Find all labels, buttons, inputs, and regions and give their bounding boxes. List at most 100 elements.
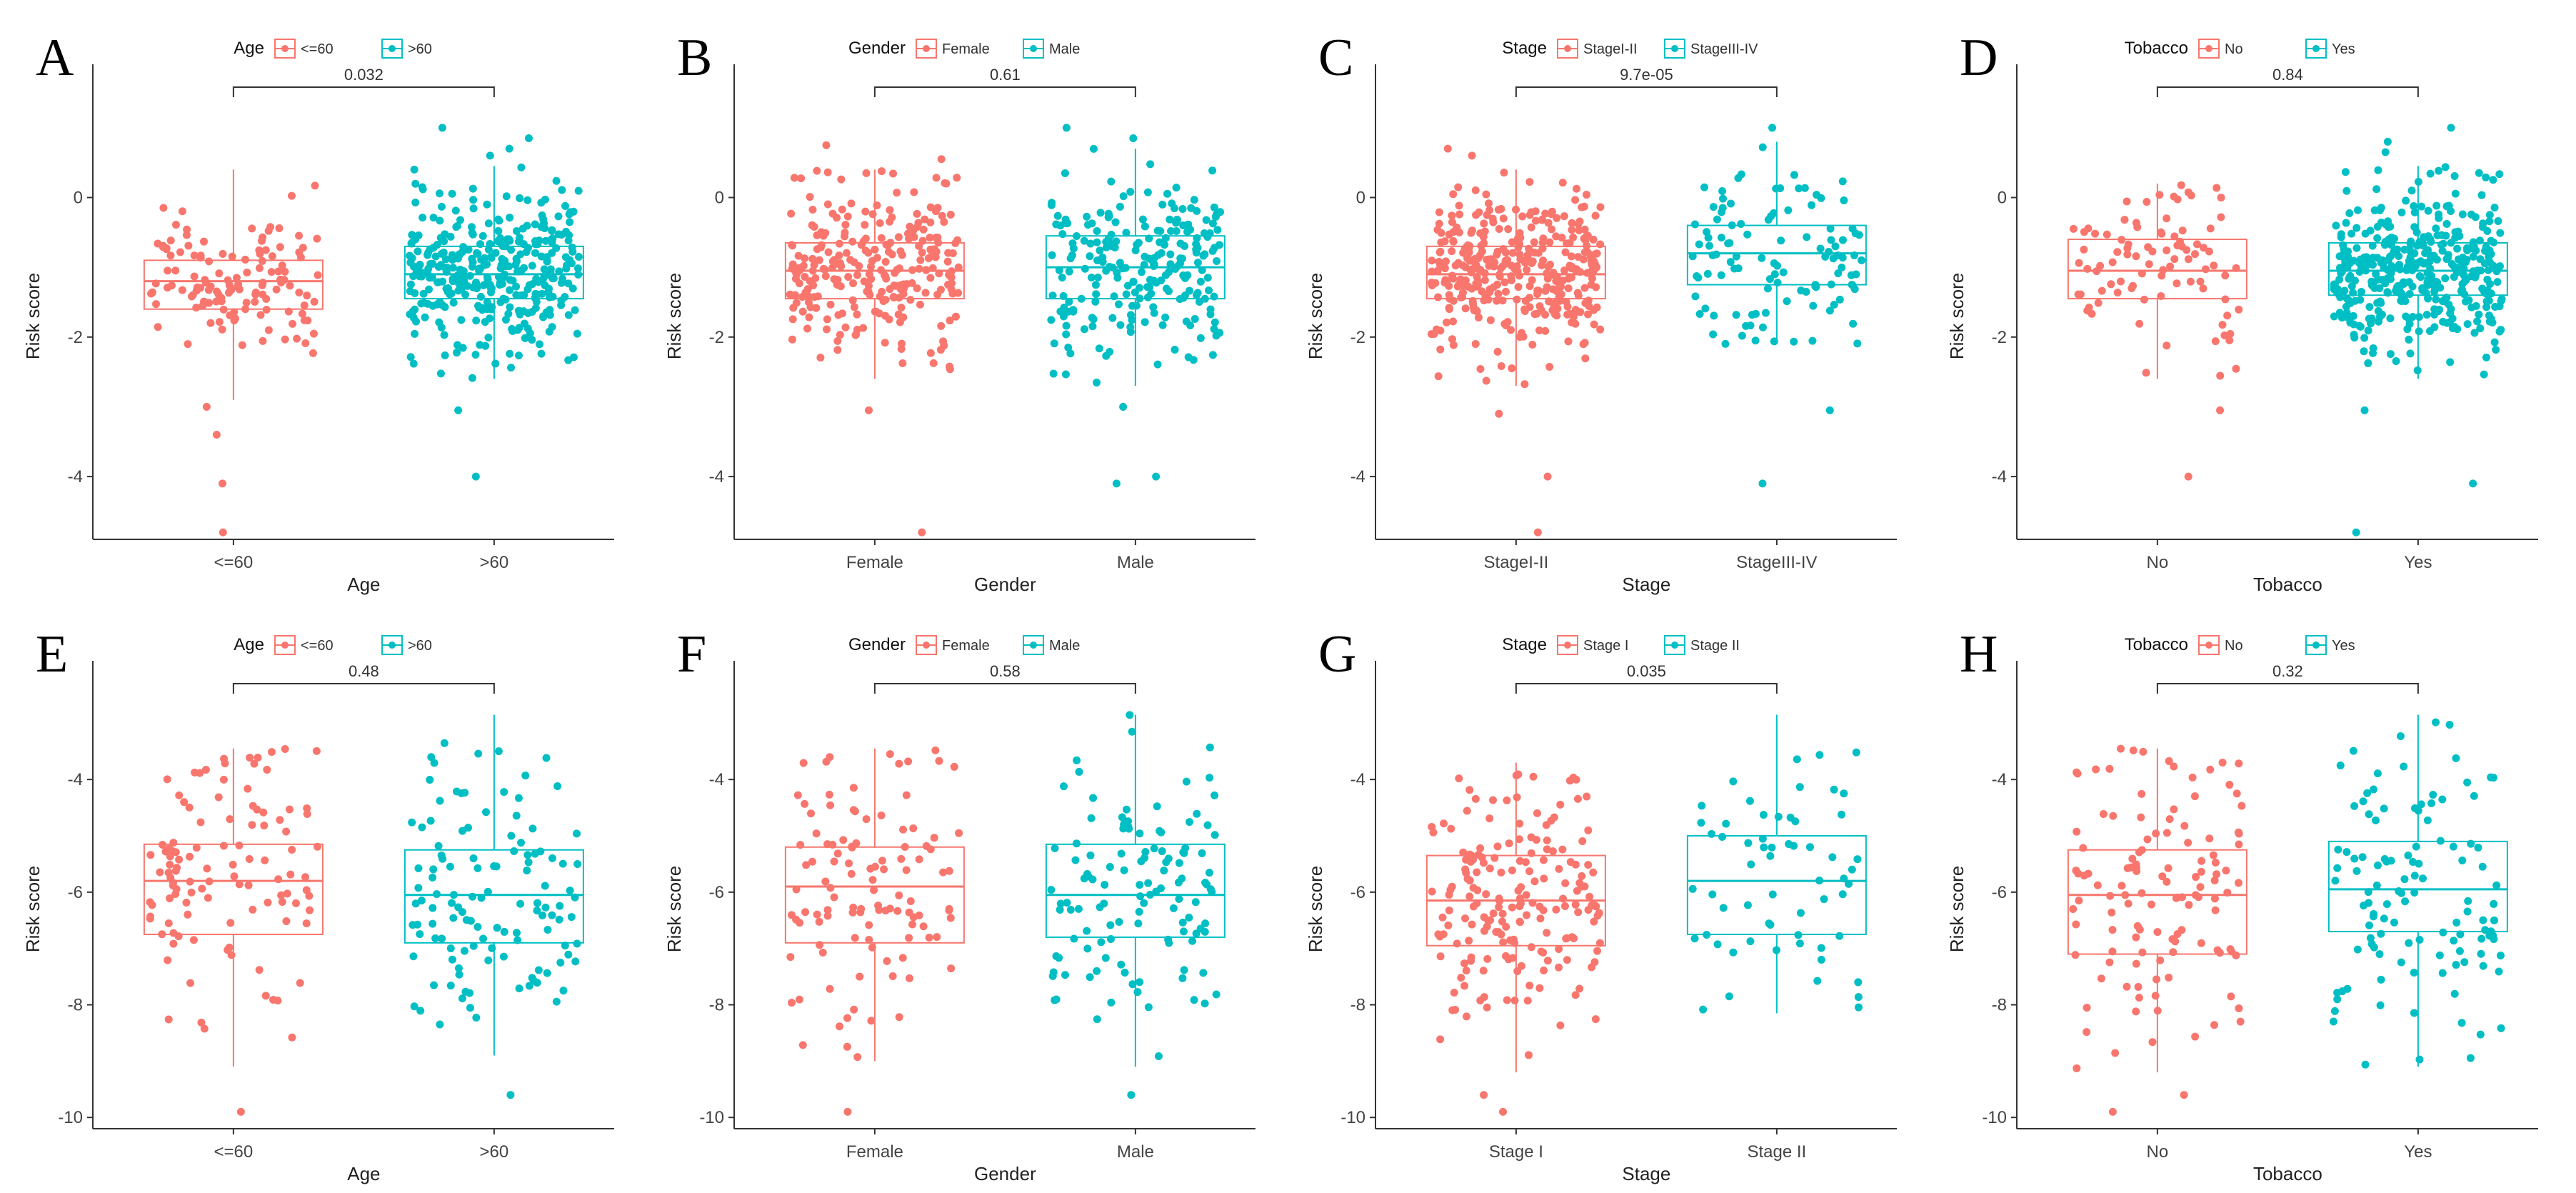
data-point	[2414, 807, 2422, 815]
data-point	[1746, 937, 1755, 946]
data-point	[564, 279, 573, 288]
data-point	[441, 351, 449, 359]
data-point	[1571, 900, 1580, 909]
data-point	[1528, 276, 1536, 284]
data-point	[2365, 921, 2374, 929]
data-point	[2435, 951, 2444, 959]
data-point	[1742, 321, 1750, 330]
data-point	[524, 858, 533, 867]
data-point	[876, 219, 884, 227]
data-point	[1136, 978, 1144, 987]
outlier-point	[1062, 124, 1071, 132]
data-point	[1465, 876, 1474, 884]
data-point	[1465, 892, 1474, 901]
data-point	[2143, 198, 2151, 206]
data-point	[481, 318, 489, 326]
data-point	[1140, 261, 1148, 269]
data-point	[163, 775, 171, 784]
data-point	[225, 281, 234, 289]
data-point	[1198, 266, 1206, 274]
data-point	[263, 765, 271, 774]
data-point	[1457, 974, 1465, 982]
data-point	[295, 288, 304, 296]
data-point	[2153, 928, 2162, 937]
data-point	[1186, 286, 1194, 295]
data-point	[1840, 196, 1848, 205]
data-point	[2429, 791, 2437, 799]
data-point	[1169, 904, 1178, 912]
outlier-point	[219, 528, 227, 536]
data-point	[888, 213, 896, 221]
x-tick-label: Yes	[2404, 553, 2432, 572]
data-point	[255, 966, 264, 974]
data-point	[2467, 303, 2476, 311]
data-point	[2395, 252, 2403, 261]
data-point	[1848, 224, 1857, 233]
data-point	[886, 206, 894, 214]
data-point	[1196, 277, 1205, 286]
data-point	[1830, 785, 1838, 794]
data-point	[507, 246, 516, 254]
data-point	[932, 174, 941, 182]
data-point	[2173, 930, 2182, 939]
data-point	[846, 256, 855, 264]
data-point	[838, 205, 846, 214]
data-point	[1558, 276, 1567, 285]
data-point	[855, 261, 863, 270]
data-point	[1096, 209, 1105, 217]
data-point	[954, 289, 963, 297]
data-point	[2113, 289, 2122, 297]
data-point	[1186, 321, 1195, 329]
data-point	[1718, 187, 1727, 196]
data-point	[1465, 937, 1473, 945]
data-point	[1508, 238, 1516, 246]
data-point	[898, 954, 907, 962]
data-point	[2495, 170, 2504, 179]
data-point	[486, 240, 494, 249]
data-point	[1141, 252, 1149, 261]
outlier-point	[505, 144, 513, 153]
data-point	[1573, 794, 1582, 803]
data-point	[2165, 757, 2173, 765]
data-point	[541, 903, 550, 912]
data-point	[797, 174, 806, 183]
data-point	[1777, 236, 1785, 245]
data-point	[146, 289, 155, 298]
data-point	[1853, 339, 1862, 348]
data-point	[2366, 934, 2375, 942]
data-point	[2218, 759, 2227, 767]
data-point	[1527, 223, 1535, 231]
data-point	[421, 313, 429, 321]
data-point	[1553, 214, 1561, 222]
data-point	[1061, 971, 1069, 979]
series-1	[2327, 124, 2508, 536]
data-point	[1201, 919, 1210, 928]
data-point	[1047, 316, 1056, 324]
data-point	[1561, 248, 1570, 256]
legend-entry: Stage I	[1583, 638, 1628, 654]
data-point	[303, 291, 311, 300]
data-point	[1502, 321, 1510, 330]
data-point	[184, 910, 192, 919]
data-point	[836, 259, 845, 268]
data-point	[1106, 863, 1114, 872]
data-point	[436, 189, 444, 198]
data-point	[913, 209, 921, 218]
data-point	[151, 300, 160, 309]
data-point	[429, 259, 437, 268]
data-point	[881, 296, 890, 304]
data-point	[481, 341, 490, 350]
y-tick-label: -4	[709, 467, 724, 486]
data-point	[171, 221, 180, 229]
data-point	[1765, 275, 1774, 284]
data-point	[868, 210, 877, 219]
data-point	[2148, 247, 2157, 256]
data-point	[1562, 297, 1570, 306]
data-point	[2375, 950, 2384, 959]
y-tick-label: -10	[1982, 1108, 2007, 1127]
data-point	[1461, 263, 1470, 271]
data-point	[881, 257, 890, 266]
data-point	[2164, 864, 2172, 872]
data-point	[868, 943, 876, 952]
data-point	[497, 261, 506, 269]
